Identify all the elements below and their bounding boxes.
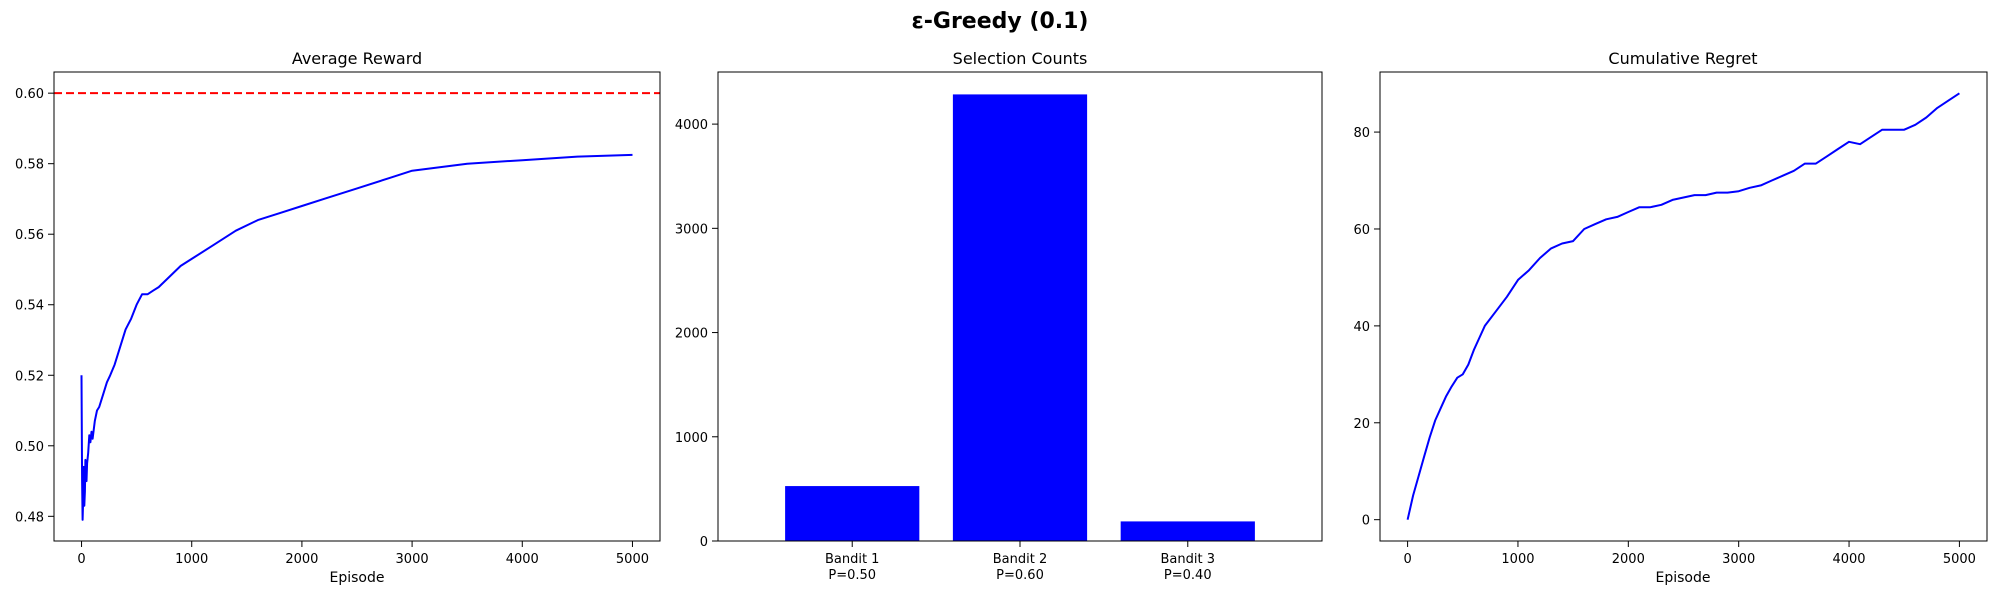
cumulative-regret-title: Cumulative Regret <box>1608 49 1757 68</box>
cumulative-regret-axes-frame <box>1379 71 1988 542</box>
cumulative-regret-ytick-label: 20 <box>1353 417 1370 432</box>
average-reward-xlabel: Episode <box>330 570 385 586</box>
cumulative-regret-ytick-label: 40 <box>1353 320 1370 335</box>
cumulative-regret-ytick-label: 0 <box>1362 514 1370 529</box>
cumulative-regret-xtick-label: 4000 <box>1832 552 1865 567</box>
category-label-bandit-2: Bandit 2 P=0.60 <box>993 552 1048 583</box>
cumulative-regret-xtick-label: 3000 <box>1722 552 1755 567</box>
average-reward-ytick-label: 0.50 <box>15 440 44 455</box>
average-reward-ytick-label: 0.54 <box>15 299 44 314</box>
selection-counts-ytick-label: 3000 <box>675 222 708 237</box>
average-reward-xtick-label: 1000 <box>175 552 208 567</box>
bar-bandit-3 <box>1120 521 1255 541</box>
cumulative-regret-xtick-label: 5000 <box>1943 552 1976 567</box>
average-reward-ytick-label: 0.48 <box>15 510 44 525</box>
average-reward-axes-frame <box>53 71 661 542</box>
selection-counts-ytick-label: 2000 <box>675 327 708 342</box>
cumulative-regret-xtick-label: 1000 <box>1501 552 1534 567</box>
cumulative-regret-ytick-label: 80 <box>1353 126 1370 141</box>
average-reward-ytick-label: 0.60 <box>15 87 44 102</box>
selection-counts-ytick-label: 1000 <box>675 431 708 446</box>
average-reward-xtick-label: 3000 <box>396 552 429 567</box>
average-reward-title: Average Reward <box>292 49 422 68</box>
selection-counts-title: Selection Counts <box>953 49 1088 68</box>
average-reward-series-line <box>80 153 633 521</box>
figure-suptitle: ε-Greedy (0.1) <box>912 9 1089 34</box>
average-reward-ytick-label: 0.56 <box>15 228 44 243</box>
cumulative-regret-xlabel: Episode <box>1656 570 1711 586</box>
average-reward-panel: Average Reward Episode 0.48 0.50 0.52 0.54 0… <box>15 49 661 586</box>
average-reward-xtick-label: 4000 <box>506 552 539 567</box>
category-label-bandit-3: Bandit 3 P=0.40 <box>1161 552 1216 583</box>
cumulative-regret-series-line <box>1406 92 1960 520</box>
selection-counts-ytick-label: 4000 <box>675 118 708 133</box>
cumulative-regret-ytick-label: 60 <box>1353 223 1370 238</box>
category-label-bandit-1: Bandit 1 P=0.50 <box>825 552 880 583</box>
selection-counts-panel: Selection Counts 0 1000 2000 3000 4000 Bandit… <box>675 49 1323 583</box>
selection-counts-ytick-label: 0 <box>700 535 708 550</box>
bar-bandit-2 <box>952 94 1088 541</box>
cumulative-regret-xtick-label: 2000 <box>1612 552 1645 567</box>
cumulative-regret-panel: Cumulative Regret Episode 0 20 40 60 80 0 1000… <box>1353 49 1988 586</box>
average-reward-xtick-label: 5000 <box>616 552 649 567</box>
average-reward-xtick-label: 0 <box>77 552 85 567</box>
cumulative-regret-xtick-label: 0 <box>1403 552 1411 567</box>
average-reward-ytick-label: 0.58 <box>15 158 44 173</box>
average-reward-xtick-label: 2000 <box>285 552 318 567</box>
bar-bandit-1 <box>785 486 920 541</box>
average-reward-ytick-label: 0.52 <box>15 369 44 384</box>
